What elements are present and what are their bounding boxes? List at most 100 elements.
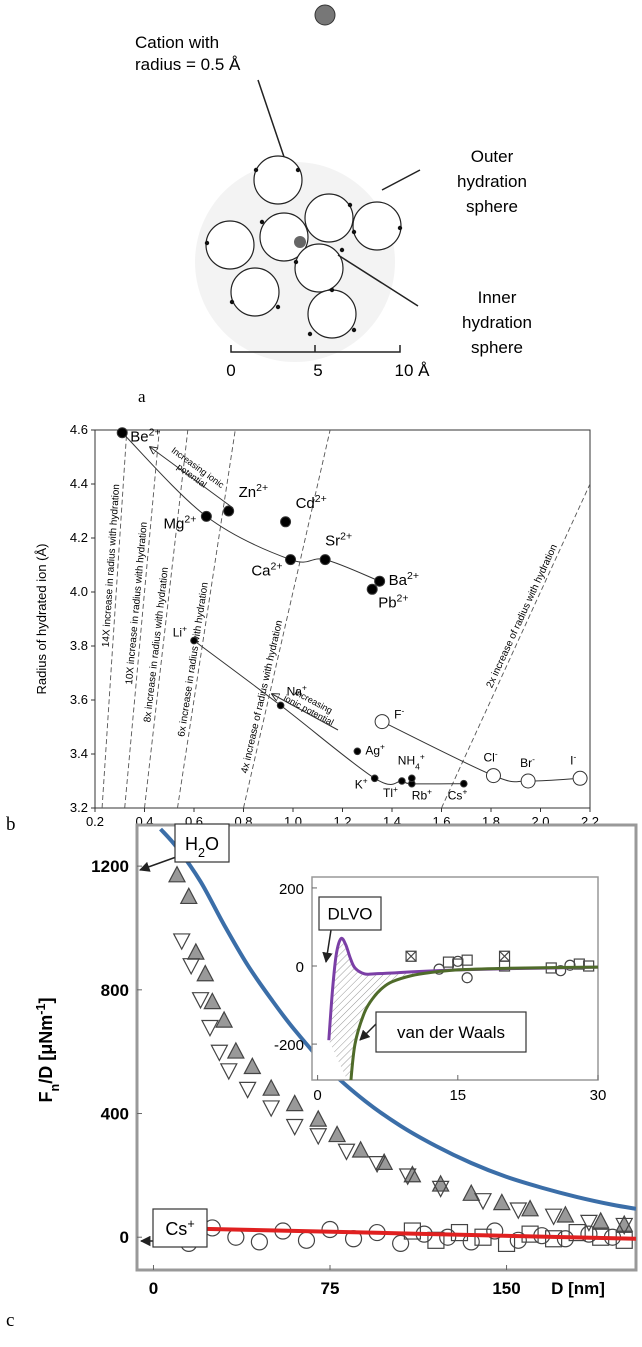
ion-label-part: NH	[398, 753, 415, 767]
scale-bar	[230, 345, 401, 353]
ratio-label: 14X increase in radius with hydration	[101, 484, 123, 648]
panel-a: Cation with radius = 0.5 Å Outer hydrati…	[135, 4, 532, 406]
ion-point	[366, 583, 378, 595]
ion-label-part: 2+	[184, 513, 196, 525]
callout-arrow	[139, 855, 180, 872]
y-tick-label: 3.8	[70, 638, 88, 653]
ion-label-part: 2+	[340, 531, 352, 543]
pointer	[337, 254, 419, 307]
ion-point	[200, 510, 212, 522]
ion-label-part: I	[570, 753, 573, 767]
ion-label: Li+	[173, 624, 187, 640]
y-tick-label: 3.6	[70, 692, 88, 707]
trend-arrow	[150, 447, 234, 509]
ion-label-part: +	[182, 624, 187, 634]
marker	[461, 972, 473, 984]
marker	[462, 1183, 481, 1201]
y-tick-label: 400	[101, 1105, 129, 1124]
x-tick-label: 0.2	[86, 814, 104, 829]
ratio-label: 6x increase in radius with hydration	[176, 582, 210, 738]
ion-point	[485, 768, 501, 784]
ion-point	[520, 773, 536, 789]
ion-label: Cl-	[483, 749, 497, 765]
panel-letter: b	[6, 814, 16, 835]
outer-label: hydration	[457, 172, 527, 191]
ion-label-part: Cs	[448, 789, 463, 803]
ion-point	[285, 554, 297, 566]
marker	[285, 1094, 304, 1112]
x-tick-label: 0	[313, 1087, 321, 1104]
marker	[203, 992, 222, 1010]
ion-label: I-	[570, 751, 576, 767]
y-tick-label: 4.0	[70, 584, 88, 599]
marker	[168, 865, 187, 883]
fit-curve	[121, 432, 380, 582]
marker	[328, 1125, 347, 1143]
x-tick-label: 15	[449, 1087, 466, 1104]
ion-point	[374, 714, 390, 730]
ion-label: Tl+	[383, 784, 398, 800]
callout-label: van der Waals	[397, 1023, 505, 1042]
marker	[403, 1222, 421, 1240]
marker	[337, 1143, 356, 1161]
marker	[431, 1174, 450, 1192]
callout-arrow	[322, 929, 333, 964]
ion-label-part: Cd	[296, 495, 315, 512]
ion-label-part: Na	[287, 684, 303, 698]
callout-label-part: 2	[198, 846, 205, 860]
ion-label: Ba2+	[389, 570, 419, 589]
x-tick-label: 150	[492, 1279, 520, 1298]
x-tick-label: 75	[321, 1279, 340, 1298]
callout-label: DLVO	[327, 905, 372, 924]
callout-box	[318, 896, 382, 931]
marker	[521, 1225, 539, 1243]
y-tick-label: 800	[101, 981, 129, 1000]
plot-area	[156, 827, 636, 1253]
marker	[309, 1128, 328, 1146]
ratio-label: 2x increase of radius with hydration	[485, 543, 560, 690]
marker	[591, 1211, 610, 1229]
ion-label-part: Mg	[164, 515, 185, 532]
plot-area	[327, 936, 598, 1080]
hydrogen-dots	[204, 167, 403, 337]
ion-label-part: +	[420, 751, 425, 761]
ion-label-part: +	[462, 787, 467, 797]
marker	[492, 1193, 511, 1211]
ion-label-part: +	[302, 682, 307, 692]
marker	[544, 1208, 563, 1226]
ion-label-part: Pb	[378, 594, 396, 611]
marker	[238, 1081, 257, 1099]
ion-label-part: Be	[130, 429, 148, 446]
marker	[250, 1233, 268, 1251]
ion-label: Be2+	[130, 427, 160, 446]
callout-box	[174, 823, 230, 863]
ion-point	[408, 774, 416, 783]
marker	[309, 1109, 328, 1127]
marker	[179, 886, 198, 905]
ion-label-part: +	[427, 787, 432, 797]
ion-point	[572, 770, 588, 786]
fit-curve	[159, 827, 636, 1211]
ion-point	[223, 505, 235, 517]
ion-label: Ca2+	[251, 561, 282, 580]
y-axis-title: Radius of hydrated ion (Å)	[34, 543, 49, 694]
y-tick-label: 3.2	[70, 800, 88, 815]
y-axis-title-part: -1	[34, 1004, 48, 1015]
marker	[215, 1010, 234, 1028]
inset-curve	[349, 965, 598, 1080]
ion-label: Rb+	[412, 787, 432, 803]
ion-label: K+	[355, 775, 368, 791]
ion-label-part: K	[355, 777, 363, 791]
ion-label-part: 2+	[271, 561, 283, 573]
marker	[509, 1231, 527, 1249]
y-tick-label: 0	[120, 1228, 129, 1247]
y-tick-label: 4.6	[70, 422, 88, 437]
marker	[556, 1205, 575, 1223]
ion-label: Ag+	[365, 741, 385, 757]
x-tick-label: 0	[149, 1279, 158, 1298]
ion-label-part: 2+	[315, 493, 327, 505]
cation	[314, 4, 336, 26]
ion-label-part: -	[495, 749, 498, 759]
marker	[226, 1041, 245, 1059]
